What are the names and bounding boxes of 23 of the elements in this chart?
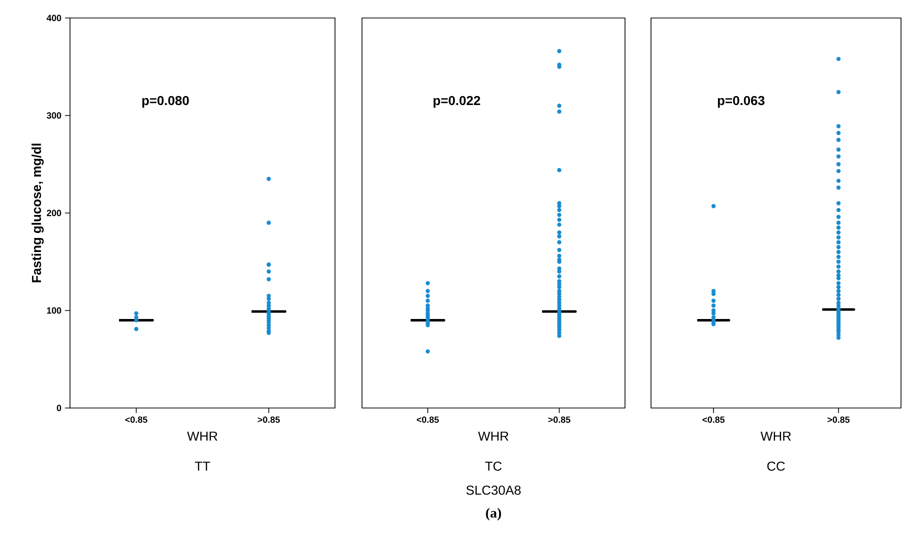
annotation: p=0.080	[142, 96, 189, 108]
x-tick-label: <0.85	[702, 416, 725, 423]
text: TT	[194, 462, 210, 471]
y-tick-label: 0	[56, 404, 62, 412]
text: (a)	[486, 508, 502, 520]
y-tick-label: 400	[46, 14, 62, 22]
x-axis-title: WHR	[760, 432, 791, 441]
annotation: p=0.022	[434, 96, 480, 108]
y-tick-label: 200	[46, 210, 62, 216]
y-tick-label: 300	[46, 112, 62, 119]
text: CC	[767, 462, 785, 471]
x-axis-title: WHR	[478, 432, 508, 441]
y-tick-label: 100	[47, 307, 62, 314]
annotation: p=0.063	[718, 96, 764, 108]
x-tick-label: >0.85	[548, 416, 570, 423]
x-tick-label: >0.85	[828, 416, 850, 423]
x-tick-label: >0.85	[258, 416, 280, 423]
x-tick-label: <0.85	[416, 416, 439, 423]
x-axis-title: WHR	[187, 432, 218, 441]
text: SLC30A8	[466, 486, 521, 495]
text: TC	[485, 462, 502, 471]
y-axis-title: Fasting glucose, mg/dl	[32, 144, 44, 282]
x-tick-label: <0.85	[125, 416, 148, 423]
